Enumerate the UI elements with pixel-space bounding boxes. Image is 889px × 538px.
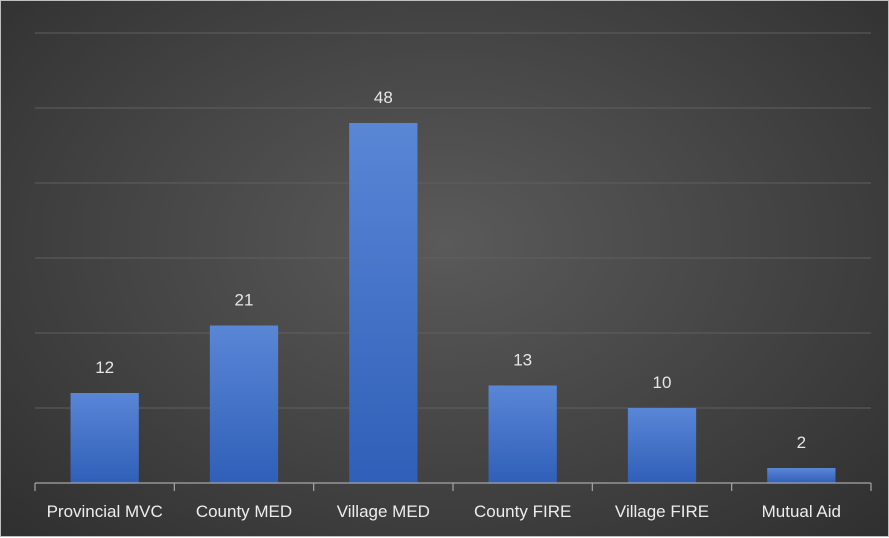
- data-label: 21: [235, 291, 254, 310]
- bar: [209, 325, 279, 483]
- data-label: 2: [797, 433, 806, 452]
- bar: [349, 123, 418, 483]
- x-tick-label: County MED: [196, 502, 292, 521]
- bars: [70, 123, 836, 483]
- data-label: 48: [374, 88, 393, 107]
- data-label: 13: [513, 351, 532, 370]
- x-axis: [34, 482, 872, 491]
- x-tick-label: Village FIRE: [615, 502, 709, 521]
- bar: [488, 385, 557, 483]
- bar: [70, 393, 139, 483]
- bar: [767, 468, 836, 483]
- bar: [627, 408, 697, 483]
- x-tick-label: County FIRE: [474, 502, 571, 521]
- x-tick-label: Mutual Aid: [762, 502, 841, 521]
- x-tick-labels: Provincial MVC County MED Village MED Count…: [47, 502, 841, 521]
- x-tick-label: Provincial MVC: [47, 502, 163, 521]
- data-label: 10: [653, 373, 672, 392]
- x-tick-label: Village MED: [337, 502, 430, 521]
- data-labels: 12 21 48 13 10 2: [95, 88, 806, 452]
- data-label: 12: [95, 358, 114, 377]
- gridlines: [35, 32, 871, 409]
